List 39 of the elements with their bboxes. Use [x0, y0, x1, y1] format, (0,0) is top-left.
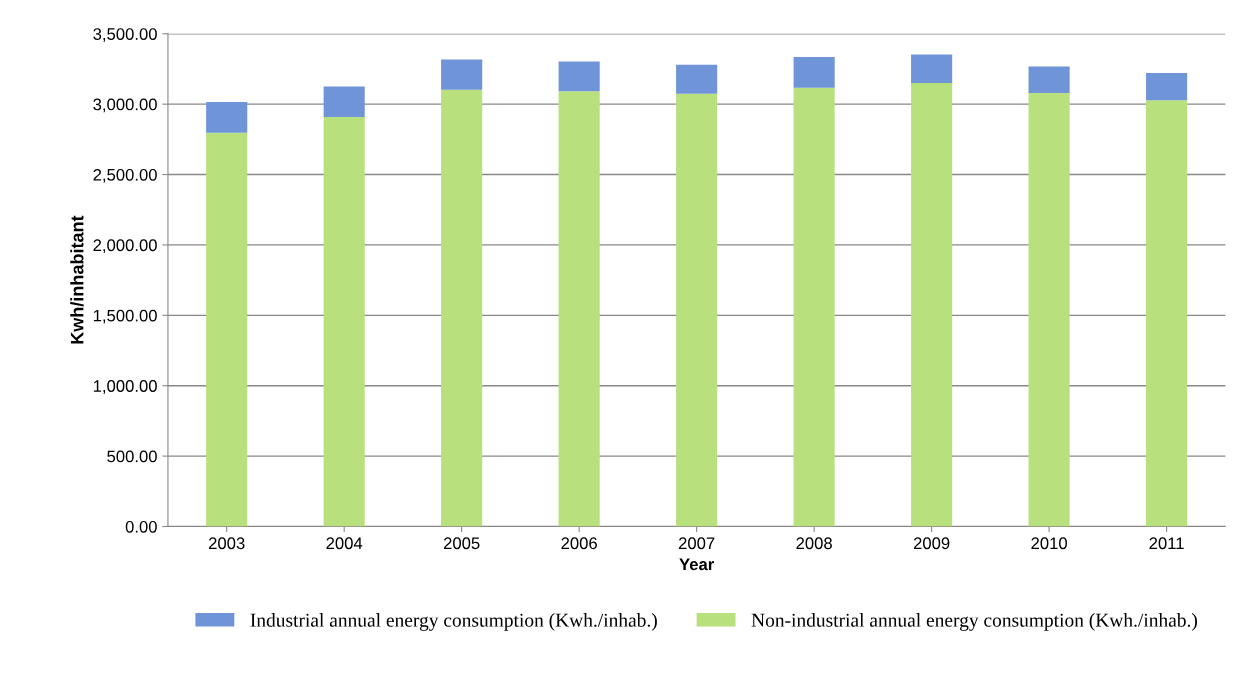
bar: [558, 61, 600, 92]
bar: [206, 132, 248, 527]
bar: [793, 87, 835, 527]
bar: [558, 91, 600, 527]
y-tick-label: 1,000.00: [93, 380, 157, 394]
x-axis-title: Year: [679, 558, 714, 571]
y-tick-label: 1,500.00: [93, 309, 157, 324]
y-tick-label: 500.00: [107, 450, 157, 463]
bar: [441, 89, 483, 527]
bar: [676, 64, 718, 94]
bar: [1146, 100, 1188, 527]
x-tick-label: 2003: [208, 537, 245, 550]
bar: [323, 117, 365, 527]
x-tick-label: 2006: [561, 537, 597, 550]
y-tick-label: 3,000.00: [93, 98, 157, 113]
legend-label: Industrial annual energy consumption (Kwh./inhab.): [250, 613, 657, 631]
legend-label: Non-industrial annual energy consumption (Kwh./inhab.): [751, 613, 1198, 631]
y-tick-label: 3,500.00: [93, 28, 157, 42]
bar: [1028, 92, 1070, 527]
x-tick-label: 2005: [443, 537, 480, 550]
y-tick-label: 2,500.00: [93, 168, 157, 183]
bar: [323, 86, 365, 118]
bar: [911, 54, 953, 83]
x-tick-label: 2007: [678, 537, 715, 550]
bar: [1146, 72, 1188, 101]
x-tick-label: 2011: [1149, 537, 1184, 550]
bar: [793, 56, 835, 88]
x-tick-label: 2010: [1031, 537, 1067, 550]
x-tick-label: 2009: [913, 537, 950, 550]
y-tick-label: 2,000.00: [93, 239, 157, 254]
bar: [676, 93, 718, 527]
bar: [441, 59, 483, 90]
x-tick-label: 2004: [326, 537, 363, 550]
bar: [911, 82, 953, 527]
y-tick-label: 0.00: [125, 520, 157, 533]
bar: [1028, 66, 1070, 93]
bar: [206, 101, 248, 133]
x-tick-label: 2008: [796, 537, 832, 550]
y-axis-title: Kwh/inhabitant: [70, 215, 84, 344]
